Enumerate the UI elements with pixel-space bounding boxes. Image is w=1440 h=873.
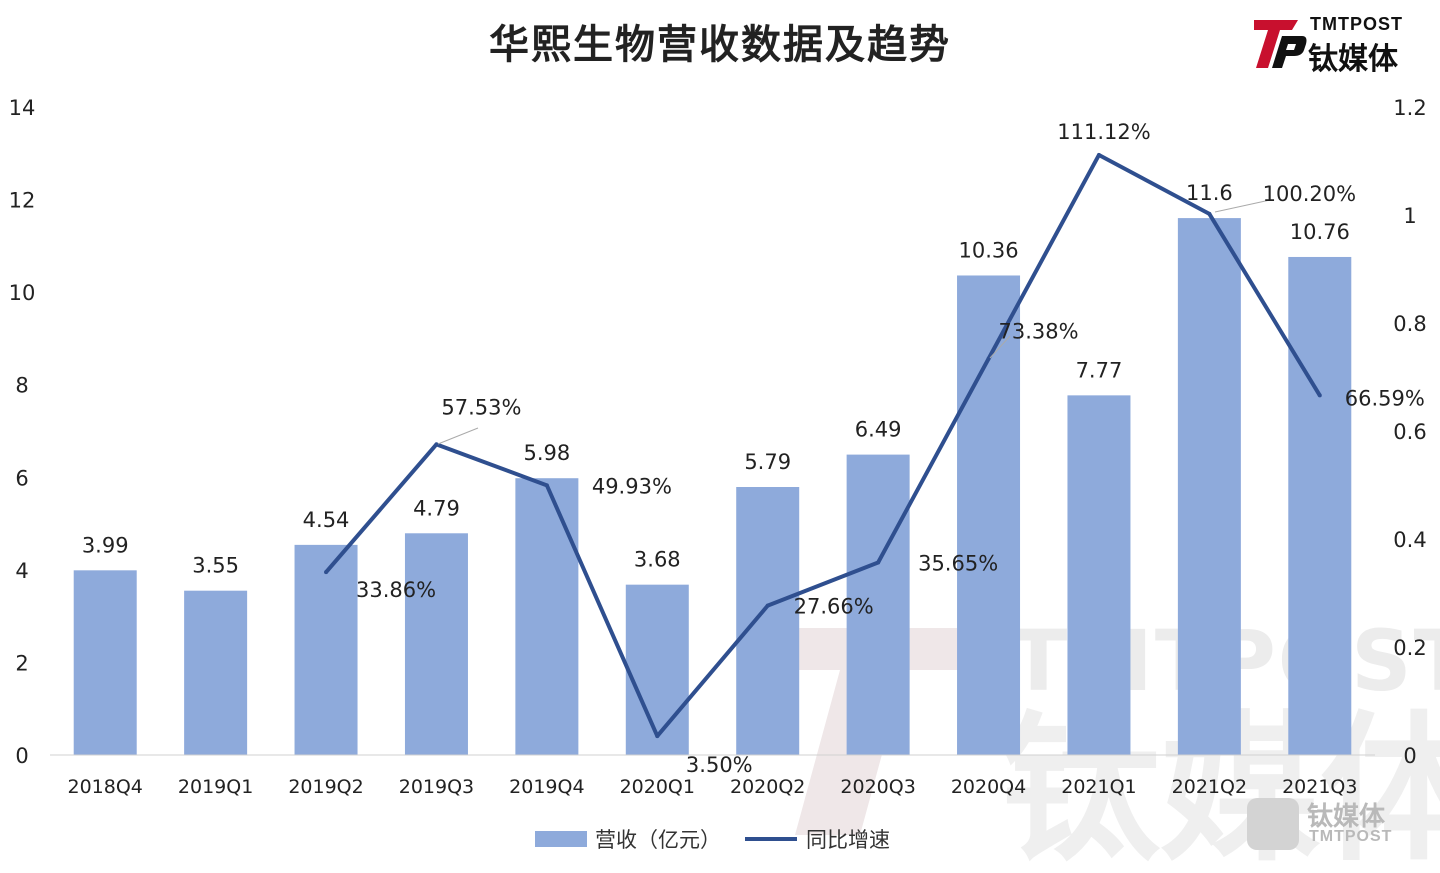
y-right-tick-label: 0.4 (1393, 528, 1426, 552)
bar (515, 478, 579, 755)
logo-bottom-text-en: TMTPOST (1309, 828, 1393, 845)
x-tick-label: 2019Q4 (509, 776, 584, 798)
y-left-tick-label: 14 (9, 96, 36, 120)
y-left-tick-label: 8 (15, 374, 28, 398)
left-axis: 0 2 4 6 8 10 12 14 (9, 96, 36, 768)
y-left-tick-label: 12 (9, 189, 36, 213)
bar (404, 533, 468, 755)
line-point (765, 603, 770, 608)
x-tick-label: 2019Q1 (178, 776, 253, 798)
x-tick-label: 2019Q2 (288, 776, 363, 798)
y-left-tick-label: 2 (15, 651, 28, 675)
bar-value-label: 7.77 (1076, 358, 1123, 382)
legend: 营收（亿元） 同比增速 (535, 828, 890, 852)
line-point (655, 734, 660, 739)
x-tick-label: 2021Q2 (1172, 776, 1247, 798)
growth-line (324, 152, 1322, 739)
x-tick-label: 2021Q3 (1282, 776, 1357, 798)
line-label-leader (1214, 199, 1271, 213)
y-right-tick-label: 0 (1403, 744, 1416, 768)
line-value-label: 27.66% (794, 595, 874, 619)
line-value-label: 66.59% (1345, 386, 1425, 410)
line-point (544, 483, 549, 488)
x-tick-label: 2020Q1 (620, 776, 695, 798)
bar-value-label: 5.98 (523, 441, 570, 465)
y-right-tick-label: 0.2 (1393, 636, 1426, 660)
line-value-label: 49.93% (592, 474, 672, 498)
tmtpost-logo: TMTPOST 钛媒体 (1252, 12, 1432, 77)
logo-text-en: TMTPOST (1310, 14, 1403, 34)
y-left-tick-label: 10 (9, 281, 36, 305)
bar (736, 487, 800, 755)
bar (1067, 395, 1131, 755)
line-data-labels: 33.86% 57.53% 49.93% 3.50% 27.66% 35.65% 73.38… (356, 120, 1425, 777)
y-right-tick-label: 0.6 (1393, 420, 1426, 444)
bar (625, 584, 689, 755)
x-tick-label: 2020Q2 (730, 776, 805, 798)
y-left-tick-label: 0 (15, 744, 28, 768)
line-value-label: 57.53% (441, 395, 521, 419)
line-point (434, 442, 439, 447)
line-value-label: 111.12% (1057, 120, 1150, 144)
line-point (1096, 152, 1101, 157)
line-series (324, 152, 1322, 739)
watermark-mark-icon (780, 628, 1000, 835)
bar-value-label: 4.79 (413, 496, 460, 520)
bar (957, 275, 1021, 755)
bar-value-label: 3.99 (82, 533, 129, 557)
y-right-tick-label: 1 (1403, 204, 1416, 228)
bar-series (73, 218, 1352, 756)
x-tick-label: 2018Q4 (68, 776, 143, 798)
legend-line-label: 同比增速 (806, 828, 890, 852)
x-tick-label: 2019Q3 (399, 776, 474, 798)
line-point (1317, 393, 1322, 398)
y-right-tick-label: 0.8 (1393, 312, 1426, 336)
line-point (986, 356, 991, 361)
bar-value-label: 6.49 (855, 418, 902, 442)
bar-value-label: 10.76 (1290, 220, 1350, 244)
x-axis: 2018Q4 2019Q1 2019Q2 2019Q3 2019Q4 2020Q1 2020… (50, 754, 1375, 798)
bar-value-label: 5.79 (744, 450, 791, 474)
bar-value-label: 3.55 (192, 554, 239, 578)
bar (1288, 256, 1352, 755)
y-left-tick-label: 6 (15, 466, 28, 490)
bar-value-label: 10.36 (958, 238, 1018, 262)
bar (294, 544, 358, 755)
x-tick-label: 2020Q4 (951, 776, 1026, 798)
line-point (324, 570, 329, 575)
bar-data-labels: 3.99 3.55 4.54 4.79 5.98 3.68 5.79 6.49 10.36 7.7… (82, 181, 1350, 578)
bar (184, 590, 248, 755)
bar (846, 454, 910, 755)
line-point (1207, 211, 1212, 216)
y-left-tick-label: 4 (15, 559, 28, 583)
legend-bar-label: 营收（亿元） (595, 828, 721, 852)
bar (73, 570, 137, 755)
chart-title: 华熙生物营收数据及趋势 (489, 22, 951, 68)
bar-value-label: 11.6 (1186, 181, 1233, 205)
logo-text-cn: 钛媒体 (1308, 42, 1398, 77)
line-value-label: 35.65% (918, 551, 998, 575)
logo-bottom-text-cn: 钛媒体 (1307, 802, 1386, 832)
legend-bar-swatch (535, 831, 587, 847)
tmtpost-logo-mark-icon (1254, 20, 1307, 68)
line-point (876, 560, 881, 565)
line-value-label: 33.86% (356, 578, 436, 602)
right-axis: 0 0.2 0.4 0.6 0.8 1 1.2 (1393, 96, 1426, 768)
line-label-leader (989, 335, 1011, 359)
line-value-label: 3.50% (686, 753, 753, 777)
line-value-label: 100.20% (1263, 182, 1356, 206)
y-right-tick-label: 1.2 (1393, 96, 1426, 120)
logo-box-icon (1247, 798, 1299, 850)
line-value-label: 73.38% (999, 320, 1079, 344)
bar-value-label: 3.68 (634, 548, 681, 572)
line-label-leader (437, 427, 479, 445)
x-tick-label: 2020Q3 (840, 776, 915, 798)
bar-value-label: 4.54 (303, 508, 350, 532)
x-tick-label: 2021Q1 (1061, 776, 1136, 798)
tmtpost-logo-bottom: 钛媒体 TMTPOST (1247, 796, 1417, 856)
bar (1177, 218, 1241, 756)
